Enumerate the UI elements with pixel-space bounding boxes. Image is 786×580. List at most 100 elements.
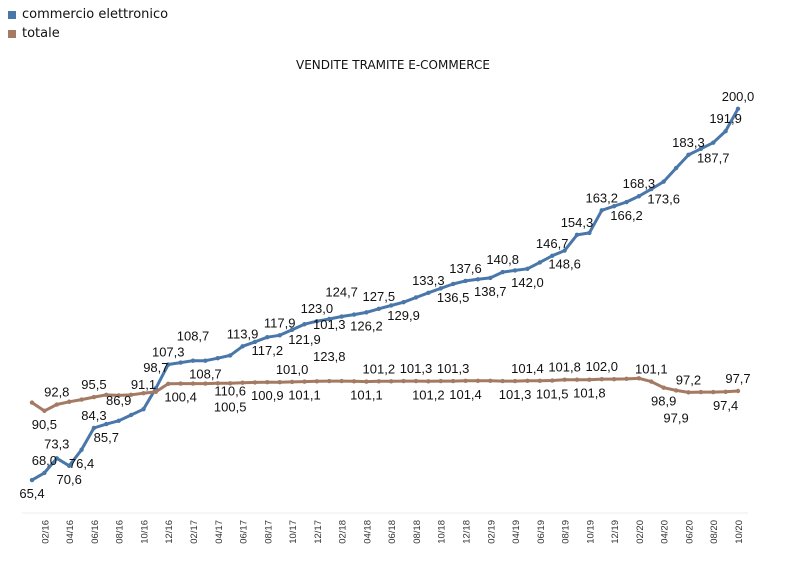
- data-label: 70,6: [57, 472, 82, 487]
- x-tick-label: 12/17: [313, 520, 324, 544]
- data-point: [475, 277, 481, 282]
- data-point: [302, 379, 307, 384]
- data-point: [42, 470, 47, 476]
- data-point: [550, 378, 555, 383]
- data-label: 85,7: [94, 430, 119, 445]
- data-point: [661, 179, 666, 184]
- data-point: [649, 186, 654, 192]
- data-point: [537, 378, 543, 383]
- data-label: 100,5: [214, 399, 247, 414]
- x-tick-label: 10/16: [139, 520, 150, 544]
- data-label: 101,3: [437, 361, 470, 376]
- data-point: [314, 319, 320, 324]
- x-tick-label: 04/16: [65, 520, 76, 544]
- data-point: [265, 379, 270, 385]
- data-label: 108,7: [189, 367, 222, 382]
- data-point: [723, 389, 728, 395]
- data-label: 101,8: [573, 386, 606, 401]
- data-point: [698, 389, 704, 395]
- legend-label-totale: totale: [22, 26, 60, 41]
- data-label: 168,3: [623, 176, 656, 191]
- data-label: 173,6: [647, 192, 680, 207]
- data-point: [562, 377, 567, 382]
- data-label: 126,2: [350, 318, 383, 333]
- data-point: [116, 393, 121, 398]
- x-tick-label: 08/17: [263, 520, 274, 544]
- data-label: 154,3: [561, 215, 594, 230]
- data-label: 101,1: [350, 388, 383, 403]
- legend-swatch-totale: [8, 29, 16, 38]
- data-point: [178, 381, 183, 386]
- data-point: [649, 379, 654, 384]
- data-label: 101,8: [548, 360, 581, 375]
- x-tick-label: 06/17: [239, 520, 250, 544]
- x-tick-label: 06/19: [536, 520, 547, 544]
- data-point: [611, 376, 617, 382]
- data-point: [277, 379, 282, 385]
- data-point: [587, 230, 592, 236]
- data-point: [376, 306, 382, 311]
- data-label: 123,0: [301, 301, 334, 316]
- data-label: 163,2: [585, 190, 618, 205]
- data-point: [463, 378, 468, 383]
- data-label: 136,5: [437, 290, 470, 305]
- series-line-0: [31, 108, 740, 482]
- data-label: 191,9: [709, 111, 742, 126]
- x-tick-label: 02/19: [486, 520, 497, 544]
- x-tick-label: 04/19: [511, 520, 522, 544]
- data-label: 133,3: [412, 273, 445, 288]
- x-tick-label: 02/20: [635, 520, 646, 544]
- data-point: [190, 381, 196, 386]
- data-label: 91,1: [131, 377, 156, 392]
- data-point: [203, 381, 208, 386]
- data-point: [364, 379, 369, 384]
- data-point: [364, 310, 369, 315]
- data-point: [450, 378, 456, 384]
- x-tick-label: 02/18: [338, 520, 349, 544]
- legend-item-ecommerce: commercio elettronico: [8, 5, 168, 24]
- data-point: [327, 316, 332, 322]
- x-tick-label: 10/20: [734, 520, 745, 544]
- data-point: [624, 376, 629, 382]
- data-point: [426, 290, 431, 295]
- data-point: [413, 378, 419, 384]
- data-point: [488, 275, 493, 281]
- data-point: [128, 412, 134, 418]
- data-label: 101,3: [313, 317, 346, 332]
- data-point: [475, 378, 481, 383]
- data-point: [673, 388, 679, 393]
- legend-swatch-ecommerce: [8, 10, 16, 19]
- data-point: [240, 344, 245, 349]
- data-label: 146,7: [536, 236, 569, 251]
- data-point: [574, 232, 580, 238]
- data-point: [388, 379, 394, 384]
- data-point: [525, 378, 530, 383]
- data-label: 98,7: [143, 360, 168, 375]
- data-point: [66, 399, 72, 404]
- data-label: 95,5: [81, 377, 106, 392]
- x-tick-label: 02/16: [40, 520, 51, 544]
- data-label: 117,9: [264, 315, 296, 330]
- x-tick-label: 12/19: [610, 520, 621, 544]
- data-label: 76,4: [69, 456, 94, 471]
- data-point: [624, 199, 629, 205]
- data-point: [512, 378, 518, 384]
- data-label: 97,4: [713, 398, 738, 413]
- data-point: [265, 335, 270, 340]
- legend: commercio elettronico totale: [8, 5, 168, 43]
- x-tick-label: 06/16: [90, 520, 101, 544]
- data-point: [240, 380, 245, 385]
- data-point: [42, 408, 47, 414]
- data-point: [550, 253, 555, 259]
- data-point: [587, 377, 592, 382]
- x-tick-label: 10/17: [288, 520, 299, 544]
- data-point: [178, 360, 183, 365]
- legend-item-totale: totale: [8, 24, 168, 43]
- data-point: [413, 295, 419, 300]
- legend-label-ecommerce: commercio elettronico: [22, 7, 169, 22]
- data-label: 183,3: [672, 135, 705, 150]
- data-point: [438, 378, 443, 384]
- data-point: [351, 379, 357, 384]
- data-point: [401, 299, 406, 305]
- data-point: [711, 389, 716, 395]
